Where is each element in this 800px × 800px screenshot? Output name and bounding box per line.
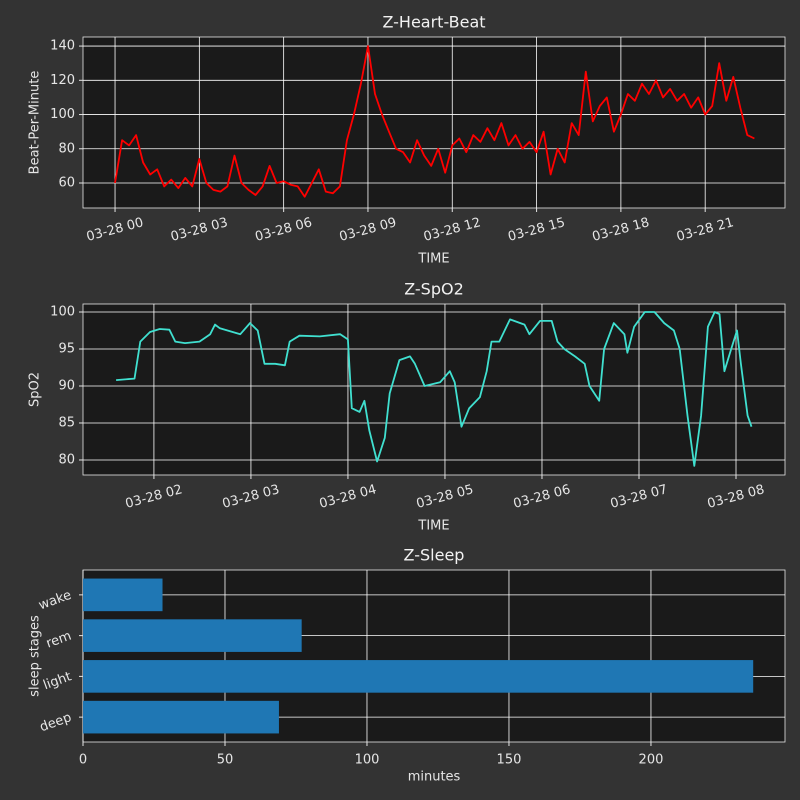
x-tick-label: 03-28 00 [85, 215, 145, 245]
x-tick-label: 03-28 07 [609, 482, 669, 512]
y-tick-label: 120 [50, 73, 75, 88]
y-tick-label: 90 [58, 378, 75, 393]
y-tick-label: deep [38, 710, 74, 735]
chart-title: Z-SpO2 [404, 280, 464, 299]
bar [83, 700, 279, 734]
x-tick-label: 03-28 02 [124, 482, 184, 512]
y-tick-label: 100 [50, 107, 75, 122]
chart-title: Z-Sleep [404, 546, 465, 565]
chart-title: Z-Heart-Beat [382, 13, 485, 32]
x-axis-label: TIME [417, 252, 449, 267]
x-tick-label: 03-28 08 [706, 482, 766, 512]
y-tick-label: 140 [50, 39, 75, 54]
plot-area [82, 36, 786, 209]
y-axis-label: SpO2 [28, 372, 43, 407]
y-tick-label: 100 [50, 304, 75, 319]
x-axis-label: TIME [417, 519, 449, 534]
x-tick-label: 03-28 09 [338, 215, 398, 245]
x-tick-label: 03-28 04 [318, 482, 378, 512]
x-tick-label: 50 [217, 753, 234, 768]
y-tick-label: 80 [58, 452, 75, 467]
x-tick-label: 03-28 21 [675, 215, 735, 245]
bar [83, 578, 163, 612]
x-tick-label: 03-28 06 [253, 215, 313, 245]
x-tick-label: 03-28 03 [221, 482, 281, 512]
y-tick-label: wake [37, 588, 74, 614]
y-axis-label: Beat-Per-Minute [28, 71, 43, 175]
y-axis-label: sleep stages [28, 615, 43, 697]
x-tick-label: 03-28 15 [506, 215, 566, 245]
y-tick-label: 60 [58, 176, 75, 191]
x-tick-label: 03-28 06 [512, 482, 572, 512]
y-tick-label: 80 [58, 141, 75, 156]
x-axis-label: minutes [408, 770, 461, 785]
x-tick-label: 200 [639, 753, 664, 768]
x-tick-label: 03-28 12 [422, 215, 482, 245]
plot-area [82, 303, 786, 476]
bar [83, 660, 754, 693]
x-tick-label: 0 [79, 753, 87, 768]
x-tick-label: 150 [497, 753, 522, 768]
x-tick-label: 03-28 05 [415, 482, 475, 512]
x-tick-label: 03-28 18 [591, 215, 651, 245]
x-tick-label: 03-28 03 [169, 215, 229, 245]
x-tick-label: 100 [355, 753, 380, 768]
y-tick-label: 85 [58, 415, 75, 430]
y-tick-label: 95 [58, 341, 75, 356]
line-series [116, 311, 753, 467]
line-series [114, 45, 755, 198]
bar [83, 619, 302, 652]
y-tick-label: light [41, 669, 73, 693]
y-tick-label: rem [44, 629, 73, 652]
